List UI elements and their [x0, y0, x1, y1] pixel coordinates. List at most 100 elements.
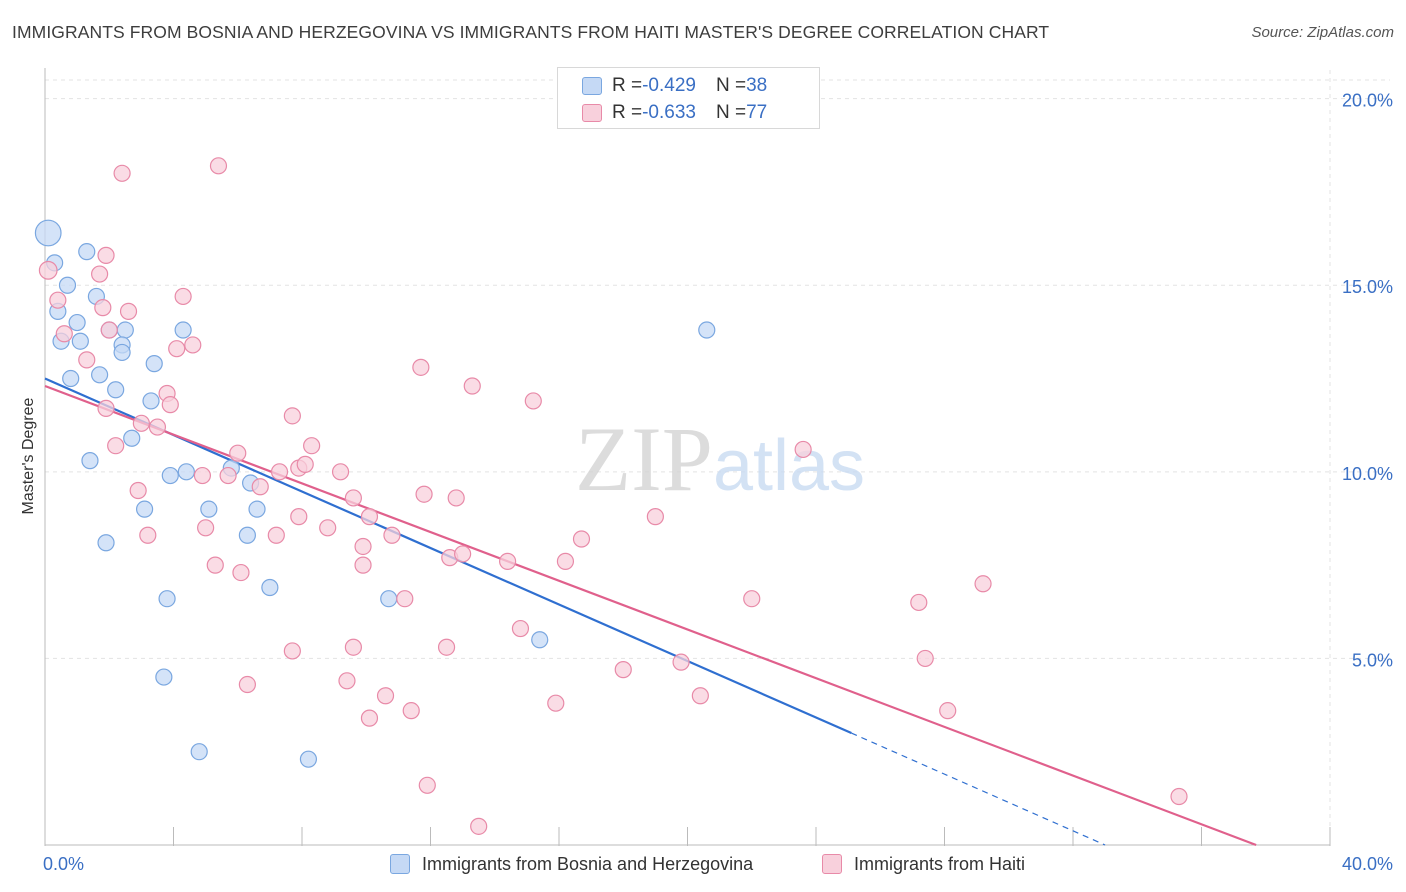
- data-point: [184, 336, 202, 354]
- data-point: [58, 276, 77, 294]
- data-point: [447, 489, 465, 507]
- data-point: [200, 500, 218, 518]
- data-point: [412, 358, 430, 376]
- x-tick-label: 40.0%: [1342, 854, 1393, 874]
- legend-item-haiti[interactable]: Immigrants from Haiti: [822, 851, 1025, 877]
- data-point: [454, 545, 472, 563]
- data-point: [499, 552, 517, 570]
- data-point: [267, 526, 285, 544]
- stats-row-bosnia: R = -0.429 N = 38: [582, 74, 767, 98]
- data-point: [794, 440, 812, 459]
- data-point: [974, 575, 992, 593]
- data-point: [338, 672, 356, 690]
- r-label: R =: [612, 102, 643, 123]
- series-haiti: [38, 157, 1188, 835]
- data-point: [55, 325, 73, 343]
- data-point: [100, 321, 118, 339]
- data-point: [168, 340, 186, 358]
- data-point: [94, 299, 112, 317]
- data-point: [556, 552, 575, 570]
- data-point: [437, 638, 456, 656]
- data-point: [38, 260, 58, 280]
- data-point: [344, 638, 362, 656]
- watermark: ZIPatlas: [575, 408, 865, 510]
- x-tick-label: 0.0%: [43, 854, 84, 874]
- data-point: [139, 526, 157, 544]
- data-point: [418, 776, 436, 794]
- data-point: [91, 265, 109, 283]
- axes: [44, 68, 1331, 846]
- data-point: [511, 619, 530, 638]
- data-point: [161, 396, 179, 414]
- legend-label-haiti: Immigrants from Haiti: [854, 853, 1026, 874]
- data-point: [229, 444, 247, 462]
- data-point: [415, 485, 433, 503]
- r-label: R =: [612, 75, 643, 96]
- data-point: [672, 653, 690, 671]
- data-point: [299, 750, 318, 768]
- y-tick-label: 20.0%: [1342, 91, 1393, 111]
- haiti-legend-swatch: [822, 854, 842, 874]
- data-point: [743, 590, 761, 608]
- data-point: [113, 343, 131, 362]
- data-point: [232, 563, 250, 582]
- r-value: -0.633: [642, 102, 696, 123]
- data-point: [283, 407, 301, 425]
- data-point: [123, 429, 141, 447]
- data-point: [248, 500, 266, 518]
- data-point: [209, 157, 228, 175]
- data-point: [34, 219, 62, 247]
- data-point: [283, 642, 301, 660]
- data-point: [62, 369, 80, 388]
- stats-row-haiti: R = -0.633 N = 77: [582, 101, 767, 125]
- source-label: Source: ZipAtlas.com: [1251, 24, 1394, 41]
- data-point: [238, 526, 256, 544]
- bosnia-swatch: [582, 77, 602, 95]
- data-point: [193, 466, 212, 485]
- r-value: -0.429: [642, 75, 696, 96]
- data-point: [148, 418, 167, 436]
- n-value: 38: [746, 75, 768, 96]
- data-point: [303, 437, 321, 455]
- data-point: [383, 526, 401, 544]
- bosnia-legend-swatch: [390, 854, 410, 874]
- data-point: [261, 578, 279, 597]
- data-point: [319, 519, 337, 537]
- data-point: [174, 287, 192, 306]
- data-point: [97, 399, 115, 417]
- data-point: [68, 313, 86, 332]
- data-point: [71, 332, 89, 350]
- data-points: [34, 157, 1188, 835]
- y-tick-label: 5.0%: [1352, 650, 1393, 670]
- data-point: [939, 702, 957, 720]
- data-point: [360, 709, 379, 727]
- legend-item-bosnia[interactable]: Immigrants from Bosnia and Herzegovina: [390, 851, 753, 877]
- data-point: [531, 631, 549, 649]
- data-point: [380, 590, 398, 608]
- n-label: N =: [715, 75, 747, 96]
- data-point: [698, 321, 716, 339]
- data-point: [116, 321, 134, 339]
- chart-title: IMMIGRANTS FROM BOSNIA AND HERZEGOVINA V…: [12, 22, 1050, 42]
- data-point: [145, 355, 163, 373]
- data-point: [470, 817, 488, 835]
- haiti-swatch: [582, 104, 602, 122]
- data-point: [107, 437, 125, 455]
- n-value: 77: [746, 102, 768, 123]
- data-point: [219, 466, 237, 485]
- y-tick-label: 10.0%: [1342, 464, 1393, 484]
- data-point: [916, 649, 934, 668]
- data-point: [174, 321, 192, 339]
- data-point: [354, 537, 372, 556]
- data-point: [360, 508, 379, 526]
- data-point: [344, 489, 362, 507]
- data-point: [354, 556, 372, 574]
- y-axis-label: Master's Degree: [20, 397, 37, 515]
- data-point: [910, 593, 928, 612]
- data-point: [161, 466, 179, 485]
- data-point: [197, 519, 215, 537]
- data-point: [158, 590, 176, 608]
- data-point: [132, 414, 150, 432]
- data-point: [49, 291, 67, 309]
